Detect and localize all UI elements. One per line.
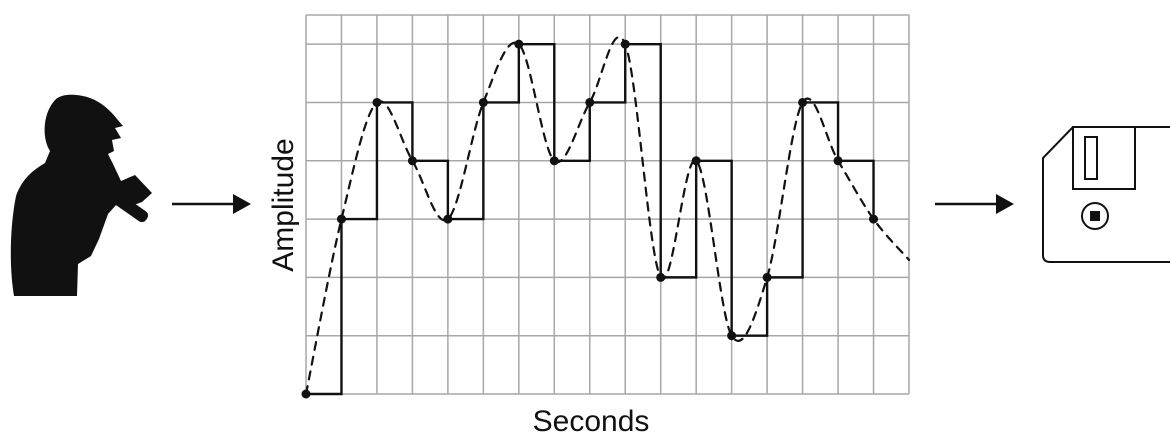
sample-point <box>620 39 630 49</box>
floppy-disk-icon <box>1042 126 1170 263</box>
sample-point <box>656 272 666 282</box>
sample-point <box>372 97 382 107</box>
sample-point <box>727 331 737 341</box>
sample-point <box>301 389 311 399</box>
sample-point <box>869 214 879 224</box>
singer-with-microphone-icon <box>10 94 152 296</box>
sample-point <box>443 214 453 224</box>
sample-point <box>798 97 808 107</box>
sample-point <box>336 214 346 224</box>
sample-point <box>407 156 417 166</box>
sample-point <box>691 156 701 166</box>
chart-grid <box>305 14 910 395</box>
right-arrow-icon <box>935 194 1014 214</box>
sample-point <box>478 97 488 107</box>
sample-point <box>833 156 843 166</box>
y-axis-label: Amplitude <box>267 138 300 271</box>
sample-point <box>585 97 595 107</box>
sample-point <box>514 39 524 49</box>
analog-signal-curve <box>304 35 911 396</box>
x-axis-label: Seconds <box>533 405 650 438</box>
sample-point <box>762 272 772 282</box>
sampling-chart <box>301 14 911 399</box>
sample-points <box>301 39 879 399</box>
sample-point <box>549 156 559 166</box>
right-arrow-icon <box>172 194 251 214</box>
